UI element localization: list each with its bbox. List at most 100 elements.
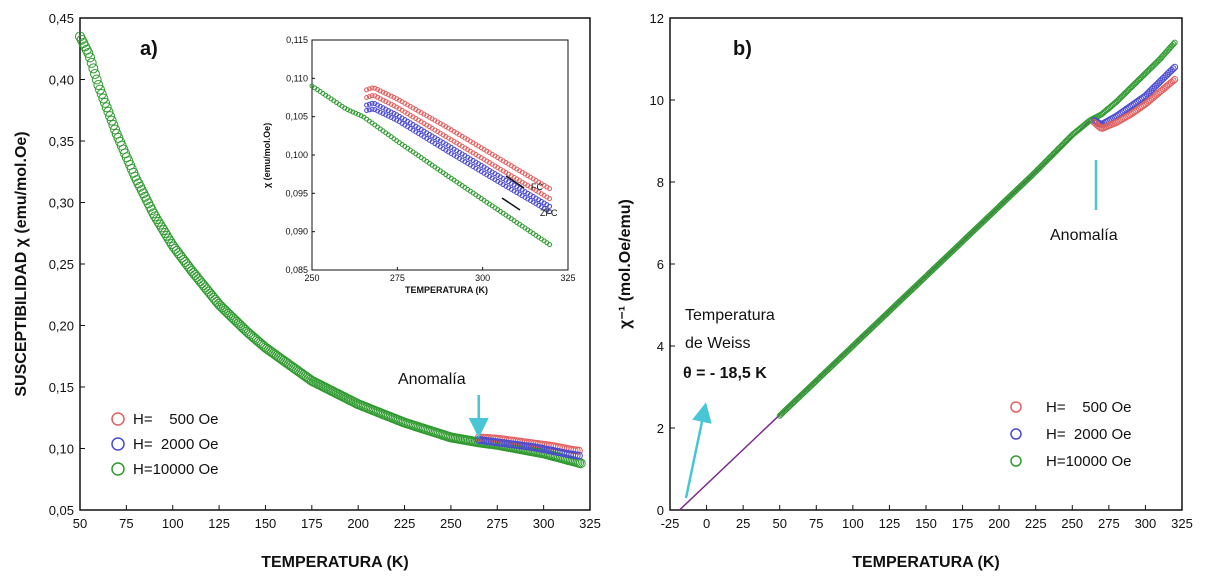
inset-data-point <box>380 111 386 117</box>
panel-b-y-tick-label: 6 <box>657 257 664 272</box>
panel-b-x-tick-label: 200 <box>988 516 1010 531</box>
data-point-10000 <box>96 89 107 100</box>
data-point-10000 <box>285 360 296 371</box>
inset-data-point <box>375 108 381 114</box>
data-point-10000 <box>158 225 169 236</box>
data-point-10000 <box>91 74 102 85</box>
data-point-10000 <box>88 63 99 74</box>
panel-a-x-tick-label: 250 <box>440 516 462 531</box>
inset-data-point <box>364 102 370 108</box>
panel-b-x-tick-label: 50 <box>772 516 786 531</box>
data-point-10000 <box>298 370 309 381</box>
inset-ticks: 250 275 300 325 0,085 0,090 0,095 0,100 0,105 0,1… <box>285 35 575 283</box>
panel-b-x-tick-label: 300 <box>1135 516 1157 531</box>
inset-data-point <box>383 90 389 96</box>
panel-b-x-tick-label: 325 <box>1171 516 1193 531</box>
inset-fc-label: FC <box>531 182 543 192</box>
data-point-10000 <box>260 342 271 353</box>
inset-data-point <box>350 109 356 115</box>
inset-zfc-label: ZFC <box>540 208 558 218</box>
data-point-10000 <box>153 216 164 227</box>
inset-data-point <box>355 112 361 118</box>
panel-b-y-tick-label: 4 <box>657 339 664 354</box>
data-point-10000 <box>265 346 276 357</box>
inset-x-tick-label: 325 <box>560 273 575 283</box>
inset-data-point <box>547 186 553 192</box>
data-point-10000 <box>155 219 166 230</box>
data-point-500 <box>574 446 583 455</box>
panel-b-x-tick-label: 275 <box>1098 516 1120 531</box>
panel-a-ticks: 50 75 100 125 150 175 200 225 250 275 300 325 0,05 0,… <box>49 11 601 531</box>
legend-b-marker-2000 <box>1010 428 1022 440</box>
panel-a-y-axis-title: SUSCEPTIBILIDAD χ (emu/mol.Oe) <box>13 131 30 396</box>
panel-b-x-tick-label: 175 <box>952 516 974 531</box>
data-point-10000 <box>258 341 269 352</box>
panel-a-series <box>75 31 586 469</box>
panel-a-y-tick-label: 0,45 <box>49 11 74 26</box>
panel-a-x-tick-label: 50 <box>73 516 87 531</box>
inset-data-point <box>369 85 375 91</box>
inset-series <box>309 83 553 248</box>
data-point-2000 <box>1169 65 1177 73</box>
panel-a-x-axis-title: TEMPERATURA (K) <box>261 554 409 571</box>
inset-zfc-arrow <box>501 197 521 211</box>
inset-data-point <box>364 95 370 100</box>
inset-data-point <box>388 93 394 99</box>
data-point-10000 <box>286 361 297 372</box>
data-point-10000 <box>103 106 114 117</box>
inset-data-point <box>380 89 386 95</box>
panel-a-y-tick-label: 0,40 <box>49 73 74 88</box>
data-point-10000 <box>290 364 301 375</box>
panel-a-x-tick-label: 200 <box>347 516 369 531</box>
panel-a-x-tick-label: 175 <box>301 516 323 531</box>
data-point-10000 <box>271 350 282 361</box>
inset-y-tick-label: 0,100 <box>285 150 308 160</box>
inset-data-point <box>385 113 391 119</box>
data-point-10000 <box>266 347 277 358</box>
data-point-10000 <box>275 353 286 364</box>
inset-data-point <box>377 88 383 94</box>
data-point-10000 <box>211 296 222 307</box>
inset-data-point <box>385 92 391 98</box>
data-point-10000 <box>273 352 284 363</box>
panel-b-anomaly-label: Anomalía <box>1050 227 1118 244</box>
data-point-10000 <box>86 57 97 68</box>
panel-b-x-tick-label: 100 <box>842 516 864 531</box>
inset-y-axis-title: χ (emu/mol.Oe) <box>262 123 272 188</box>
data-point-10000 <box>261 343 272 354</box>
data-point-10000 <box>263 344 274 355</box>
inset-data-point <box>372 85 378 91</box>
data-point-10000 <box>151 214 162 225</box>
weiss-title-line1: Temperatura <box>685 307 775 324</box>
data-point-10000 <box>276 354 287 365</box>
data-point-10000 <box>291 365 302 376</box>
data-point-10000 <box>161 230 172 241</box>
panel-a-y-tick-label: 0,30 <box>49 196 74 211</box>
data-point-10000 <box>106 115 117 126</box>
inset-data-point <box>547 242 553 248</box>
data-point-10000 <box>283 359 294 370</box>
panel-a-x-tick-label: 150 <box>255 516 277 531</box>
inset-x-tick-label: 250 <box>304 273 319 283</box>
data-point-10000 <box>1170 41 1177 48</box>
inset-y-tick-label: 0,095 <box>285 188 308 198</box>
data-point-10000 <box>163 233 174 244</box>
panel-b-y-tick-label: 8 <box>657 175 664 190</box>
panel-a-label: a) <box>140 38 158 60</box>
panel-a-y-tick-label: 0,20 <box>49 319 74 334</box>
panel-b-series <box>776 39 1179 419</box>
panel-b-label: b) <box>733 38 752 60</box>
panel-a-legend: H= 500 Oe H= 2000 Oe H=10000 Oe <box>111 411 218 478</box>
panel-b-x-tick-label: 225 <box>1025 516 1047 531</box>
panel-b-legend: H= 500 Oe H= 2000 Oe H=10000 Oe <box>1010 399 1131 470</box>
inset-data-point <box>366 86 372 92</box>
panel-b-x-tick-label: 125 <box>879 516 901 531</box>
data-point-10000 <box>150 211 161 222</box>
panel-a-x-tick-label: 275 <box>486 516 508 531</box>
data-point-10000 <box>105 111 116 122</box>
legend-marker-10000 <box>111 462 125 476</box>
inset-data-point <box>369 106 375 112</box>
inset-data-point <box>364 108 370 114</box>
inset-data-point <box>364 87 370 93</box>
